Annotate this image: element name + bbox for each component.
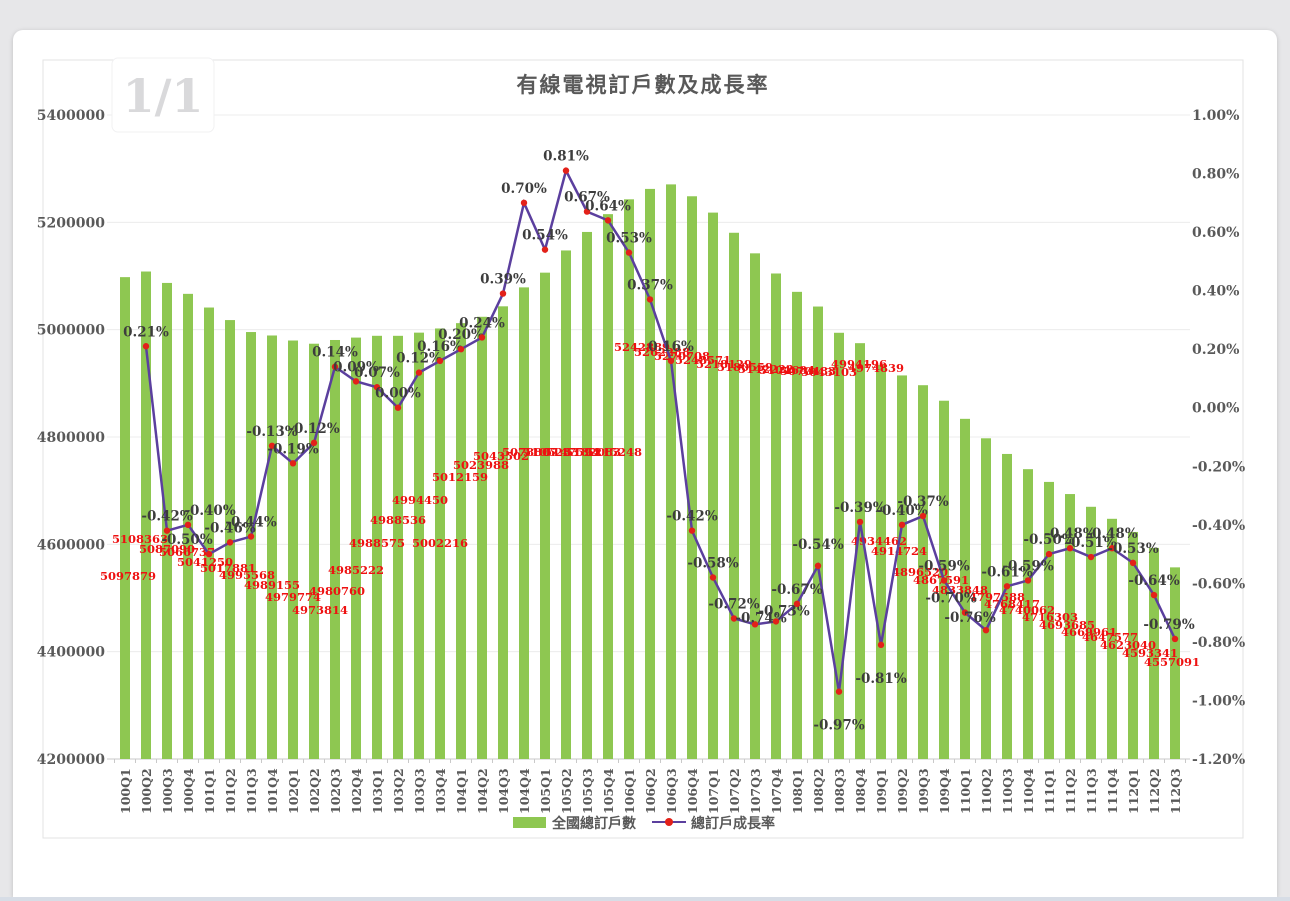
document-page bbox=[13, 30, 1277, 897]
window-bottom-bar bbox=[0, 897, 1290, 901]
